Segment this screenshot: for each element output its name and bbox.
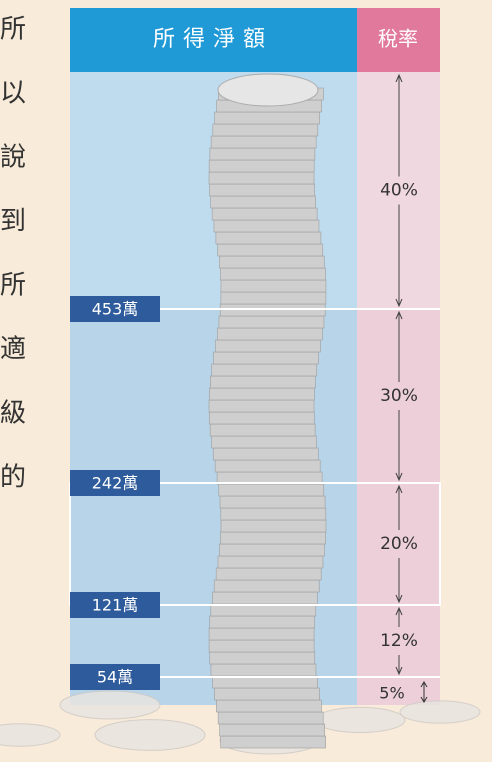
coin-edge [212,436,317,448]
coin-edge [211,664,316,676]
coin [60,691,160,719]
coin-edge [219,544,324,556]
coin-edge [210,376,315,388]
coin [400,701,480,723]
coin-edge [209,640,314,652]
coin-edge [221,292,326,304]
coin-edge [210,652,315,664]
rate-label: 12% [380,631,418,651]
side-text: 到 [0,207,26,237]
coin-edge [209,412,314,424]
threshold-label: 242萬 [92,474,139,493]
coin-edge [217,328,322,340]
coin-edge [220,496,325,508]
coin-edge [214,220,319,232]
coin-edge [209,400,314,412]
coin-edge [219,316,324,328]
coin-edge [221,736,326,748]
page: 所得淨額 稅率 453萬242萬121萬54萬40%30%20%12%5% 所以… [0,0,492,758]
threshold-label: 121萬 [92,596,139,615]
coin-edge [209,388,314,400]
side-text: 說 [0,143,26,173]
coin [95,720,205,751]
coin-edge [211,136,316,148]
coin-edge [215,340,320,352]
coin-edge [214,352,319,364]
header-rate-text: 稅率 [378,27,418,51]
side-text: 級 [0,399,26,429]
side-text: 以 [0,79,26,109]
coin-edge [218,712,323,724]
threshold-label: 54萬 [97,668,133,687]
side-text: 適 [0,335,26,365]
rate-label: 20% [380,534,418,554]
side-text: 的 [0,463,26,493]
coin-edge [221,520,326,532]
coin-edge [210,424,315,436]
infographic: 所得淨額 稅率 453萬242萬121萬54萬40%30%20%12%5% 所以… [0,0,492,758]
coin-edge [215,460,320,472]
coin-edge [221,532,326,544]
coin-edge [220,724,325,736]
coin-edge [212,592,317,604]
coin-edge [215,112,320,124]
coin-edge [219,484,324,496]
side-text: 所 [0,271,26,301]
coin-edge [213,448,318,460]
coin-edge [209,160,314,172]
coin-edge [210,616,315,628]
coin-edge [220,268,325,280]
rate-label: 30% [380,386,418,406]
coin-edge [221,280,326,292]
coin-edge [209,628,314,640]
coin-edge [209,172,314,184]
coin-edge [218,556,323,568]
coin-edge [210,184,315,196]
coin-edge [216,232,321,244]
coin [315,707,405,732]
side-text: 所 [0,15,26,45]
coin-edge [212,364,317,376]
coin-edge [216,700,321,712]
coin-edge [213,124,318,136]
coin-edge [210,148,315,160]
header-income-text: 所得淨額 [153,27,273,52]
coin-edge [214,688,319,700]
coin-top [218,74,318,106]
coin-edge [216,568,321,580]
coin-edge [211,196,316,208]
rate-label: 5% [379,684,404,703]
coin-edge [219,256,324,268]
coin-edge [218,244,323,256]
coin-edge [214,580,319,592]
coin-edge [221,508,326,520]
threshold-label: 453萬 [92,300,139,319]
rate-label: 40% [380,181,418,201]
coin-edge [212,208,317,220]
